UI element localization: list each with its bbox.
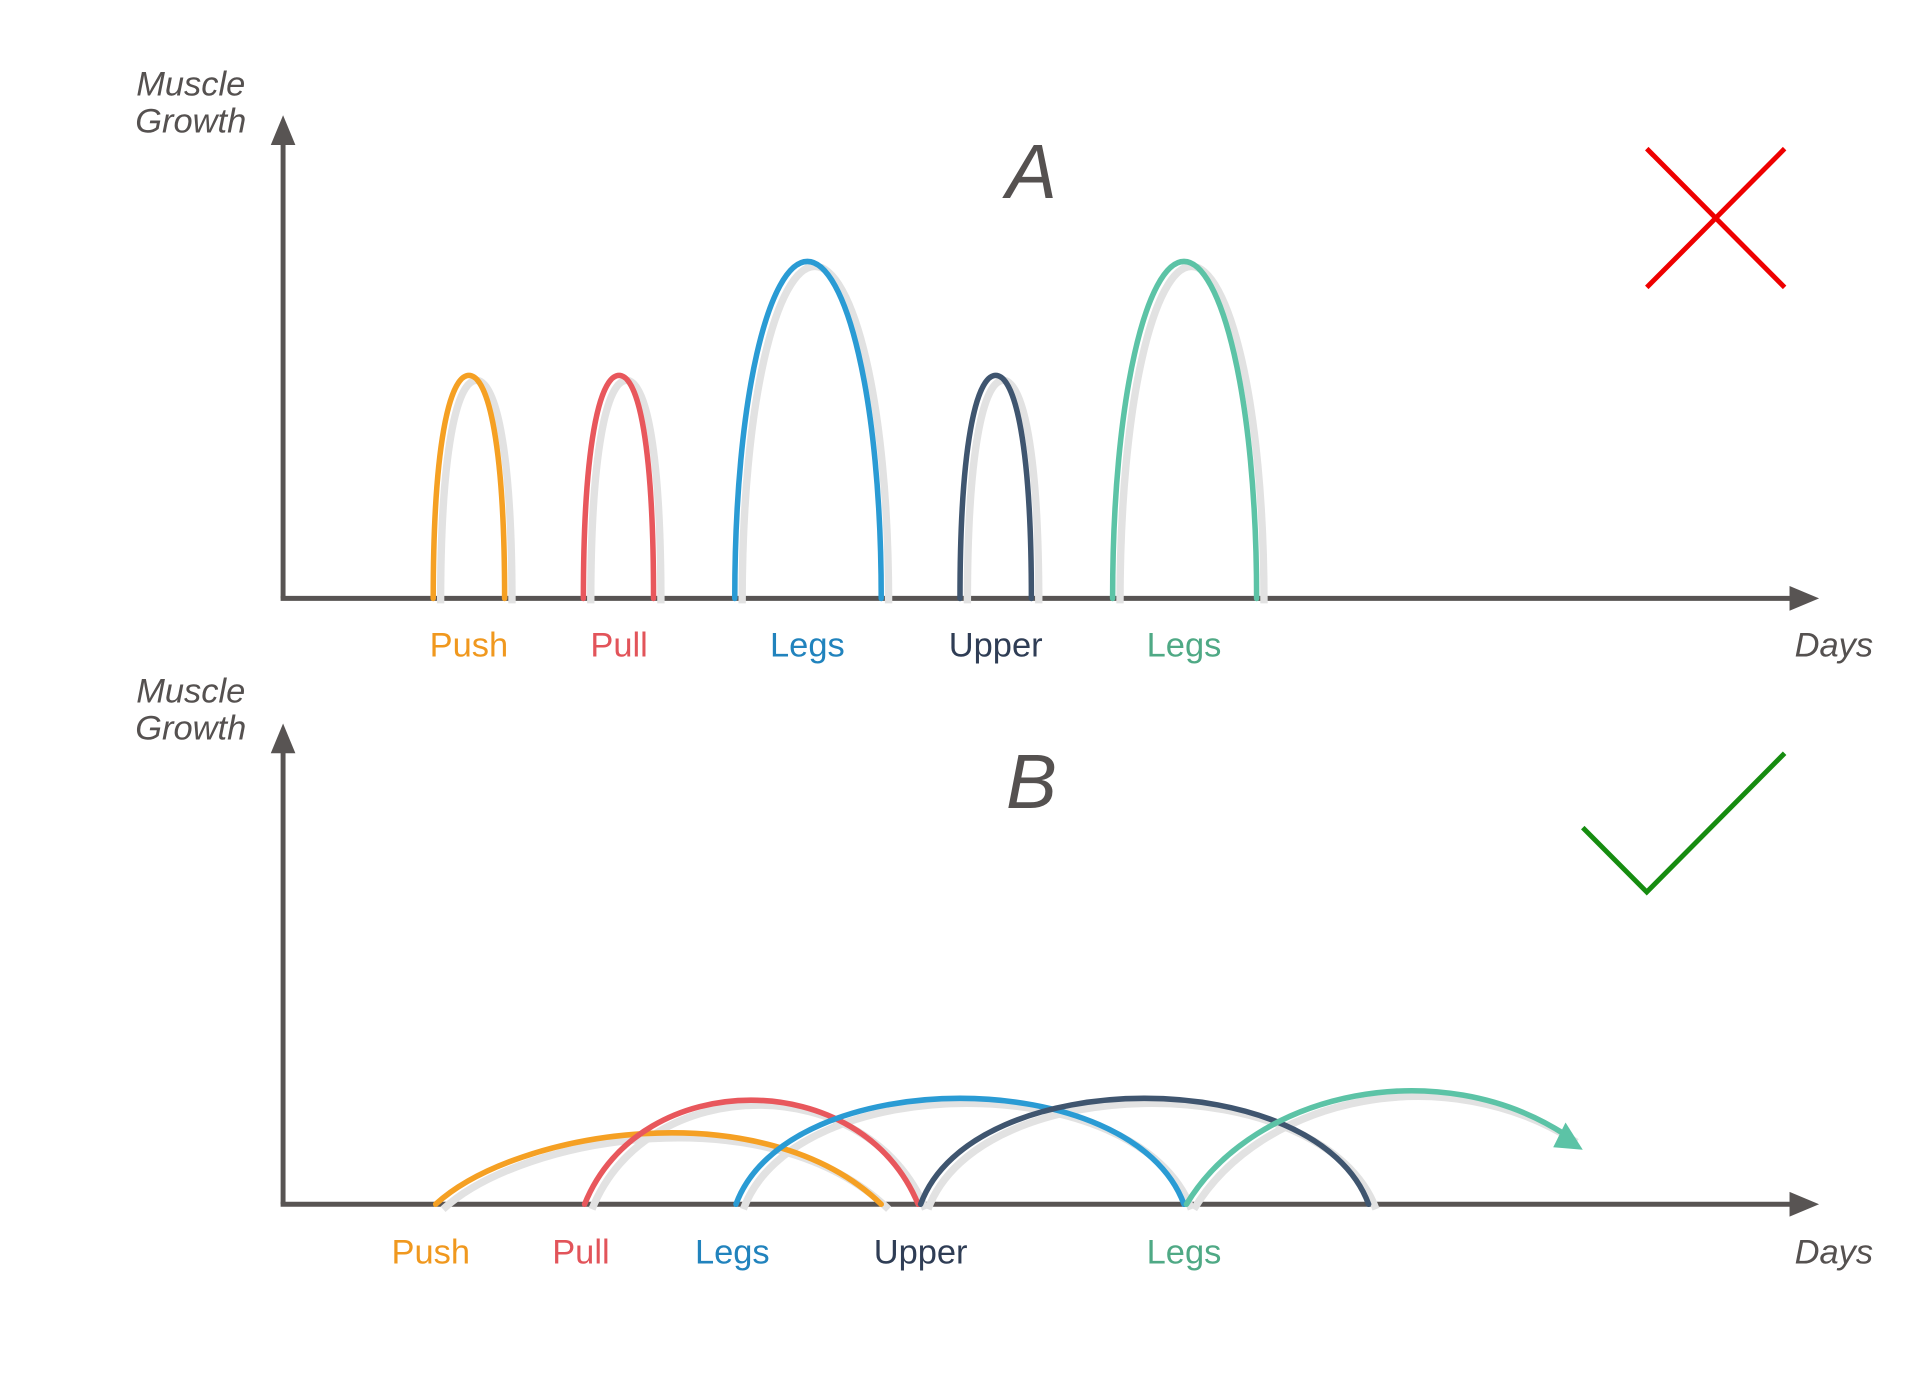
y-axis-label-line1: Muscle (136, 672, 245, 710)
panel-title: A (1002, 130, 1057, 215)
x-axis-label: Days (1795, 627, 1873, 665)
shadows (436, 262, 1268, 604)
y-axis-arrow-icon (270, 723, 296, 754)
x-axis-arrow-icon (1789, 1191, 1820, 1217)
pull-curve (580, 372, 657, 602)
legs-curve (732, 258, 884, 602)
continuation-arrow-icon (1553, 1122, 1583, 1150)
workout-label-legs: Legs (770, 627, 845, 665)
panel-b: Muscle Growth B Days Push Pull Legs Uppe… (135, 672, 1873, 1271)
pull-curve (581, 1097, 921, 1208)
workout-label-pull: Pull (552, 1234, 609, 1272)
green-check-icon (1581, 751, 1787, 896)
workout-label-push: Push (392, 1234, 471, 1272)
workout-label-upper: Upper (949, 627, 1043, 665)
workout-label-pull: Pull (590, 627, 647, 665)
workout-label-legs: Legs (695, 1234, 770, 1272)
panel-a: Muscle Growth A Days Push Pull Legs Uppe… (135, 65, 1873, 664)
shadows (440, 1092, 1579, 1212)
upper-curve (917, 1095, 1372, 1208)
y-axis-label-line1: Muscle (136, 65, 245, 103)
y-axis-arrow-icon (270, 115, 296, 145)
x-axis-label: Days (1795, 1234, 1873, 1272)
push-curve (430, 372, 508, 602)
upper-curve (957, 372, 1035, 602)
legs-curve-2 (1109, 258, 1260, 602)
workout-label-push: Push (430, 627, 509, 665)
y-axis-label-line2: Growth (135, 102, 246, 140)
x-axis-arrow-icon (1789, 586, 1820, 611)
workout-label-legs-2: Legs (1147, 627, 1222, 665)
legs-curve (733, 1095, 1187, 1208)
panel-title: B (1006, 740, 1057, 825)
red-cross-icon (1645, 146, 1787, 290)
legs-curve-2 (1183, 1088, 1569, 1208)
y-axis-label-line2: Growth (135, 710, 246, 748)
workout-label-legs-2: Legs (1147, 1234, 1222, 1272)
workout-label-upper: Upper (874, 1234, 968, 1272)
